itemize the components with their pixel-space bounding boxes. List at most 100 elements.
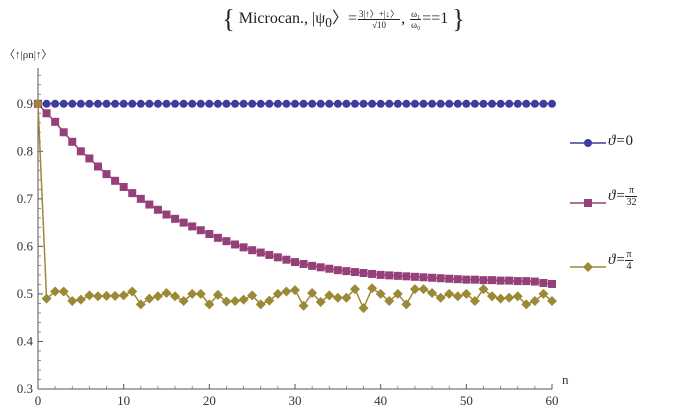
y-tick-label: 0.3 — [17, 381, 33, 396]
data-point — [529, 296, 540, 307]
data-point — [505, 99, 514, 108]
title-frac2-den: ω₀ — [411, 19, 421, 30]
legend-fraction-den: 4 — [626, 261, 632, 272]
data-point — [273, 99, 282, 108]
data-point — [332, 292, 343, 303]
data-point — [265, 99, 274, 108]
legend-swatch — [570, 262, 606, 272]
data-point — [93, 162, 102, 171]
data-point — [530, 277, 539, 286]
data-point — [538, 288, 549, 299]
data-point — [427, 287, 438, 298]
data-point — [298, 300, 309, 311]
data-point — [111, 176, 120, 185]
data-point — [548, 279, 556, 288]
data-point — [179, 99, 188, 108]
data-point — [162, 210, 171, 219]
data-point — [128, 189, 137, 198]
data-point — [505, 276, 514, 285]
data-point — [547, 296, 557, 307]
data-point — [341, 292, 352, 303]
data-point — [188, 99, 197, 108]
y-axis-label: 〈↑|ρn|↑〉 — [4, 48, 52, 61]
title-psi-sub: 0 — [325, 15, 332, 31]
data-point — [247, 290, 258, 301]
data-point — [316, 99, 325, 108]
data-point — [513, 277, 522, 286]
data-point — [42, 109, 51, 118]
data-point — [93, 99, 102, 108]
legend-item: ϑ= π 4 — [568, 249, 683, 282]
legend-label: ϑ=0 — [608, 133, 633, 150]
data-point — [376, 270, 385, 279]
data-point — [213, 99, 222, 108]
data-point — [196, 226, 205, 235]
data-point — [179, 218, 188, 227]
data-point — [496, 99, 505, 108]
data-point — [488, 99, 497, 108]
data-point — [231, 99, 240, 108]
y-tick-label: 0.7 — [17, 191, 34, 206]
data-point — [145, 99, 154, 108]
legend-fraction-den: 32 — [626, 197, 637, 208]
title-tail: ==1 — [422, 10, 449, 27]
data-point — [204, 299, 215, 310]
data-point — [368, 99, 377, 108]
data-point — [470, 99, 479, 108]
data-point — [513, 99, 522, 108]
data-point — [119, 99, 128, 108]
data-point — [521, 299, 532, 310]
y-tick-label: 0.8 — [17, 143, 33, 158]
data-point — [162, 99, 171, 108]
data-point — [290, 285, 300, 296]
x-tick-label: 0 — [35, 393, 42, 408]
data-point — [436, 99, 445, 108]
data-point — [402, 272, 411, 281]
data-point — [384, 296, 395, 307]
data-point — [299, 99, 308, 108]
data-point — [368, 269, 377, 278]
data-point — [436, 274, 445, 283]
title-frac1-num: 3|↑〉+|↓〉 — [357, 8, 401, 20]
data-point — [231, 240, 240, 249]
data-point — [470, 275, 479, 284]
title-prefix: Microcan., — [238, 10, 313, 27]
data-point — [212, 289, 223, 300]
data-point — [92, 291, 103, 302]
legend-swatch — [570, 199, 606, 207]
data-point — [324, 290, 335, 301]
data-point — [315, 297, 326, 308]
data-point — [410, 99, 419, 108]
data-point — [479, 99, 488, 108]
data-point — [375, 288, 386, 299]
data-point — [119, 182, 128, 191]
data-point — [42, 99, 51, 108]
title-brace-open: { — [222, 4, 235, 34]
data-point — [342, 267, 351, 276]
data-point — [504, 292, 515, 303]
data-point — [273, 253, 282, 262]
data-point — [401, 299, 412, 310]
data-point — [222, 237, 231, 246]
data-point — [522, 277, 531, 286]
axes-group: 0 10 20 30 40 50 60 0.3 0.4 0.5 0.6 0.7 0.8 0.9 — [17, 68, 559, 408]
title-omega-fraction: ω₁ ω₀ — [410, 9, 422, 30]
data-point — [85, 99, 94, 108]
data-point — [325, 264, 334, 273]
x-tick-label: 10 — [117, 393, 130, 408]
data-point — [213, 233, 222, 242]
legend-fraction-num: π — [625, 249, 633, 261]
data-point — [358, 303, 369, 314]
x-axis-label: n — [562, 372, 569, 387]
data-point — [453, 99, 462, 108]
legend-swatch — [570, 139, 606, 147]
legend-fraction-num: π — [625, 185, 638, 197]
data-point — [248, 99, 257, 108]
title-brace-close: } — [452, 4, 465, 34]
data-point — [222, 99, 231, 108]
data-point — [171, 214, 180, 223]
data-point — [299, 259, 308, 268]
series-circle — [34, 99, 556, 108]
legend-swatch-marker — [583, 262, 593, 272]
